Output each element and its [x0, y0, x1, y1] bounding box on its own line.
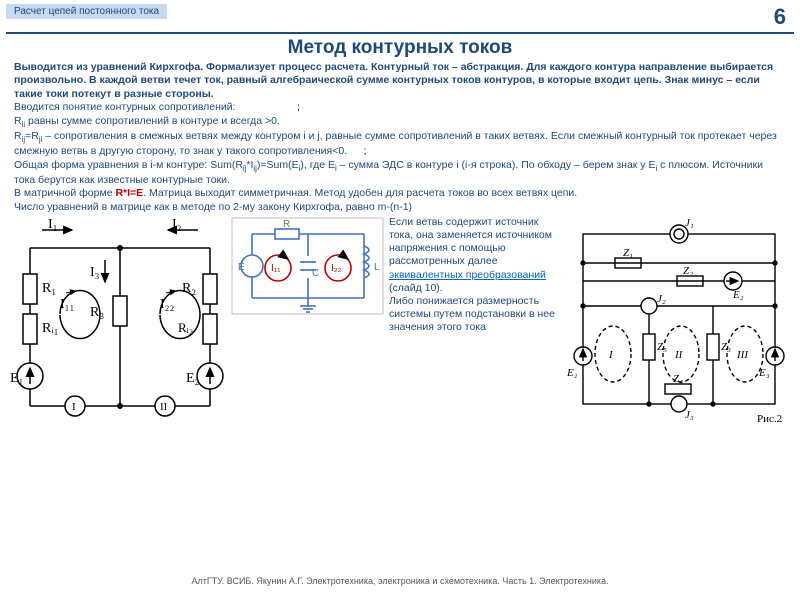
link-equiv[interactable]: эквивалентных преобразований [389, 269, 546, 281]
circuit2-diagram: E R C L I₁₁ I₂₂ [230, 216, 385, 316]
svg-text:E: E [238, 262, 245, 273]
svg-text:J₃: J₃ [685, 409, 694, 421]
svg-text:I₂₂: I₂₂ [160, 297, 175, 312]
para-4: Общая форма уравнения в i-м контуре: Sum… [14, 159, 763, 186]
svg-text:Z₃: Z₃ [721, 341, 731, 353]
svg-text:III: III [736, 349, 749, 361]
svg-text:E₃: E₃ [758, 367, 770, 379]
body-text: Выводится из уравнений Кирхгофа. Формали… [0, 61, 800, 214]
svg-text:II: II [160, 401, 168, 413]
svg-text:Rᵢ₁: Rᵢ₁ [42, 321, 59, 336]
svg-text:J₂: J₂ [657, 293, 666, 305]
svg-text:R: R [283, 219, 290, 230]
svg-text:I₃: I₃ [90, 265, 100, 280]
para-6: Число уравнений в матрице как в методе п… [14, 201, 412, 213]
para-3: Rij=Rji – сопротивления в смежных ветвях… [14, 130, 777, 157]
svg-text:Z₄: Z₄ [673, 373, 683, 385]
svg-text:I₂₂: I₂₂ [331, 263, 342, 274]
svg-text:Z₂: Z₂ [683, 265, 693, 277]
svg-text:E₂: E₂ [186, 371, 200, 386]
page-title: Метод контурных токов [0, 37, 800, 59]
header-divider [6, 32, 794, 34]
circuit3-diagram: Z₁ Z₂ Z₅ Z₃ Z₄ J₁ J₂ J₃ E₁ E₂ E₃ I II II… [565, 216, 790, 426]
svg-text:I: I [608, 349, 614, 361]
svg-text:E₁: E₁ [566, 367, 578, 379]
svg-text:R₃: R₃ [90, 305, 104, 320]
svg-text:Z₁: Z₁ [623, 247, 633, 259]
svg-text:I₂: I₂ [172, 217, 182, 232]
para-5: В матричной форме R*I=E. Матрица выходит… [14, 187, 577, 199]
svg-text:I₁₁: I₁₁ [271, 263, 281, 274]
svg-text:I₁: I₁ [48, 217, 58, 232]
svg-text:C: C [312, 268, 319, 279]
breadcrumb: Расчет цепей постоянного тока [6, 4, 167, 19]
svg-text:I₁₁: I₁₁ [60, 297, 74, 312]
page-number: 6 [774, 4, 786, 30]
note-text: Если ветвь содержит источник тока, она з… [389, 216, 561, 426]
para-2a: Вводится понятие контурных сопротивлений… [14, 101, 236, 113]
semi-2: ; [350, 145, 380, 158]
svg-text:E₂: E₂ [732, 289, 744, 301]
svg-text:II: II [674, 349, 684, 361]
svg-text:J₁: J₁ [685, 217, 694, 229]
circuit1-diagram: I₁ I₂ I₃ R₁ R₂ R₃ Rᵢ₁ Rᵢ₂ I₁₁ I₂₂ E₁ E₂ … [10, 216, 226, 421]
svg-text:Rᵢ₂: Rᵢ₂ [178, 320, 193, 335]
svg-text:Рис.2: Рис.2 [757, 413, 782, 425]
svg-text:I: I [72, 401, 76, 413]
svg-text:L: L [374, 262, 380, 273]
svg-text:Z₅: Z₅ [657, 341, 667, 353]
footer-text: АлтГТУ. ВСИБ. Якунин А.Г. Электротехника… [0, 576, 800, 586]
svg-text:E₁: E₁ [10, 371, 23, 386]
svg-text:R₂: R₂ [182, 281, 196, 296]
para-1: Выводится из уравнений Кирхгофа. Формали… [14, 61, 773, 100]
semi-1: ; [239, 101, 359, 114]
svg-text:R₁: R₁ [42, 281, 56, 296]
para-2b: Rii равны сумме сопротивлений в контуре … [14, 115, 280, 127]
